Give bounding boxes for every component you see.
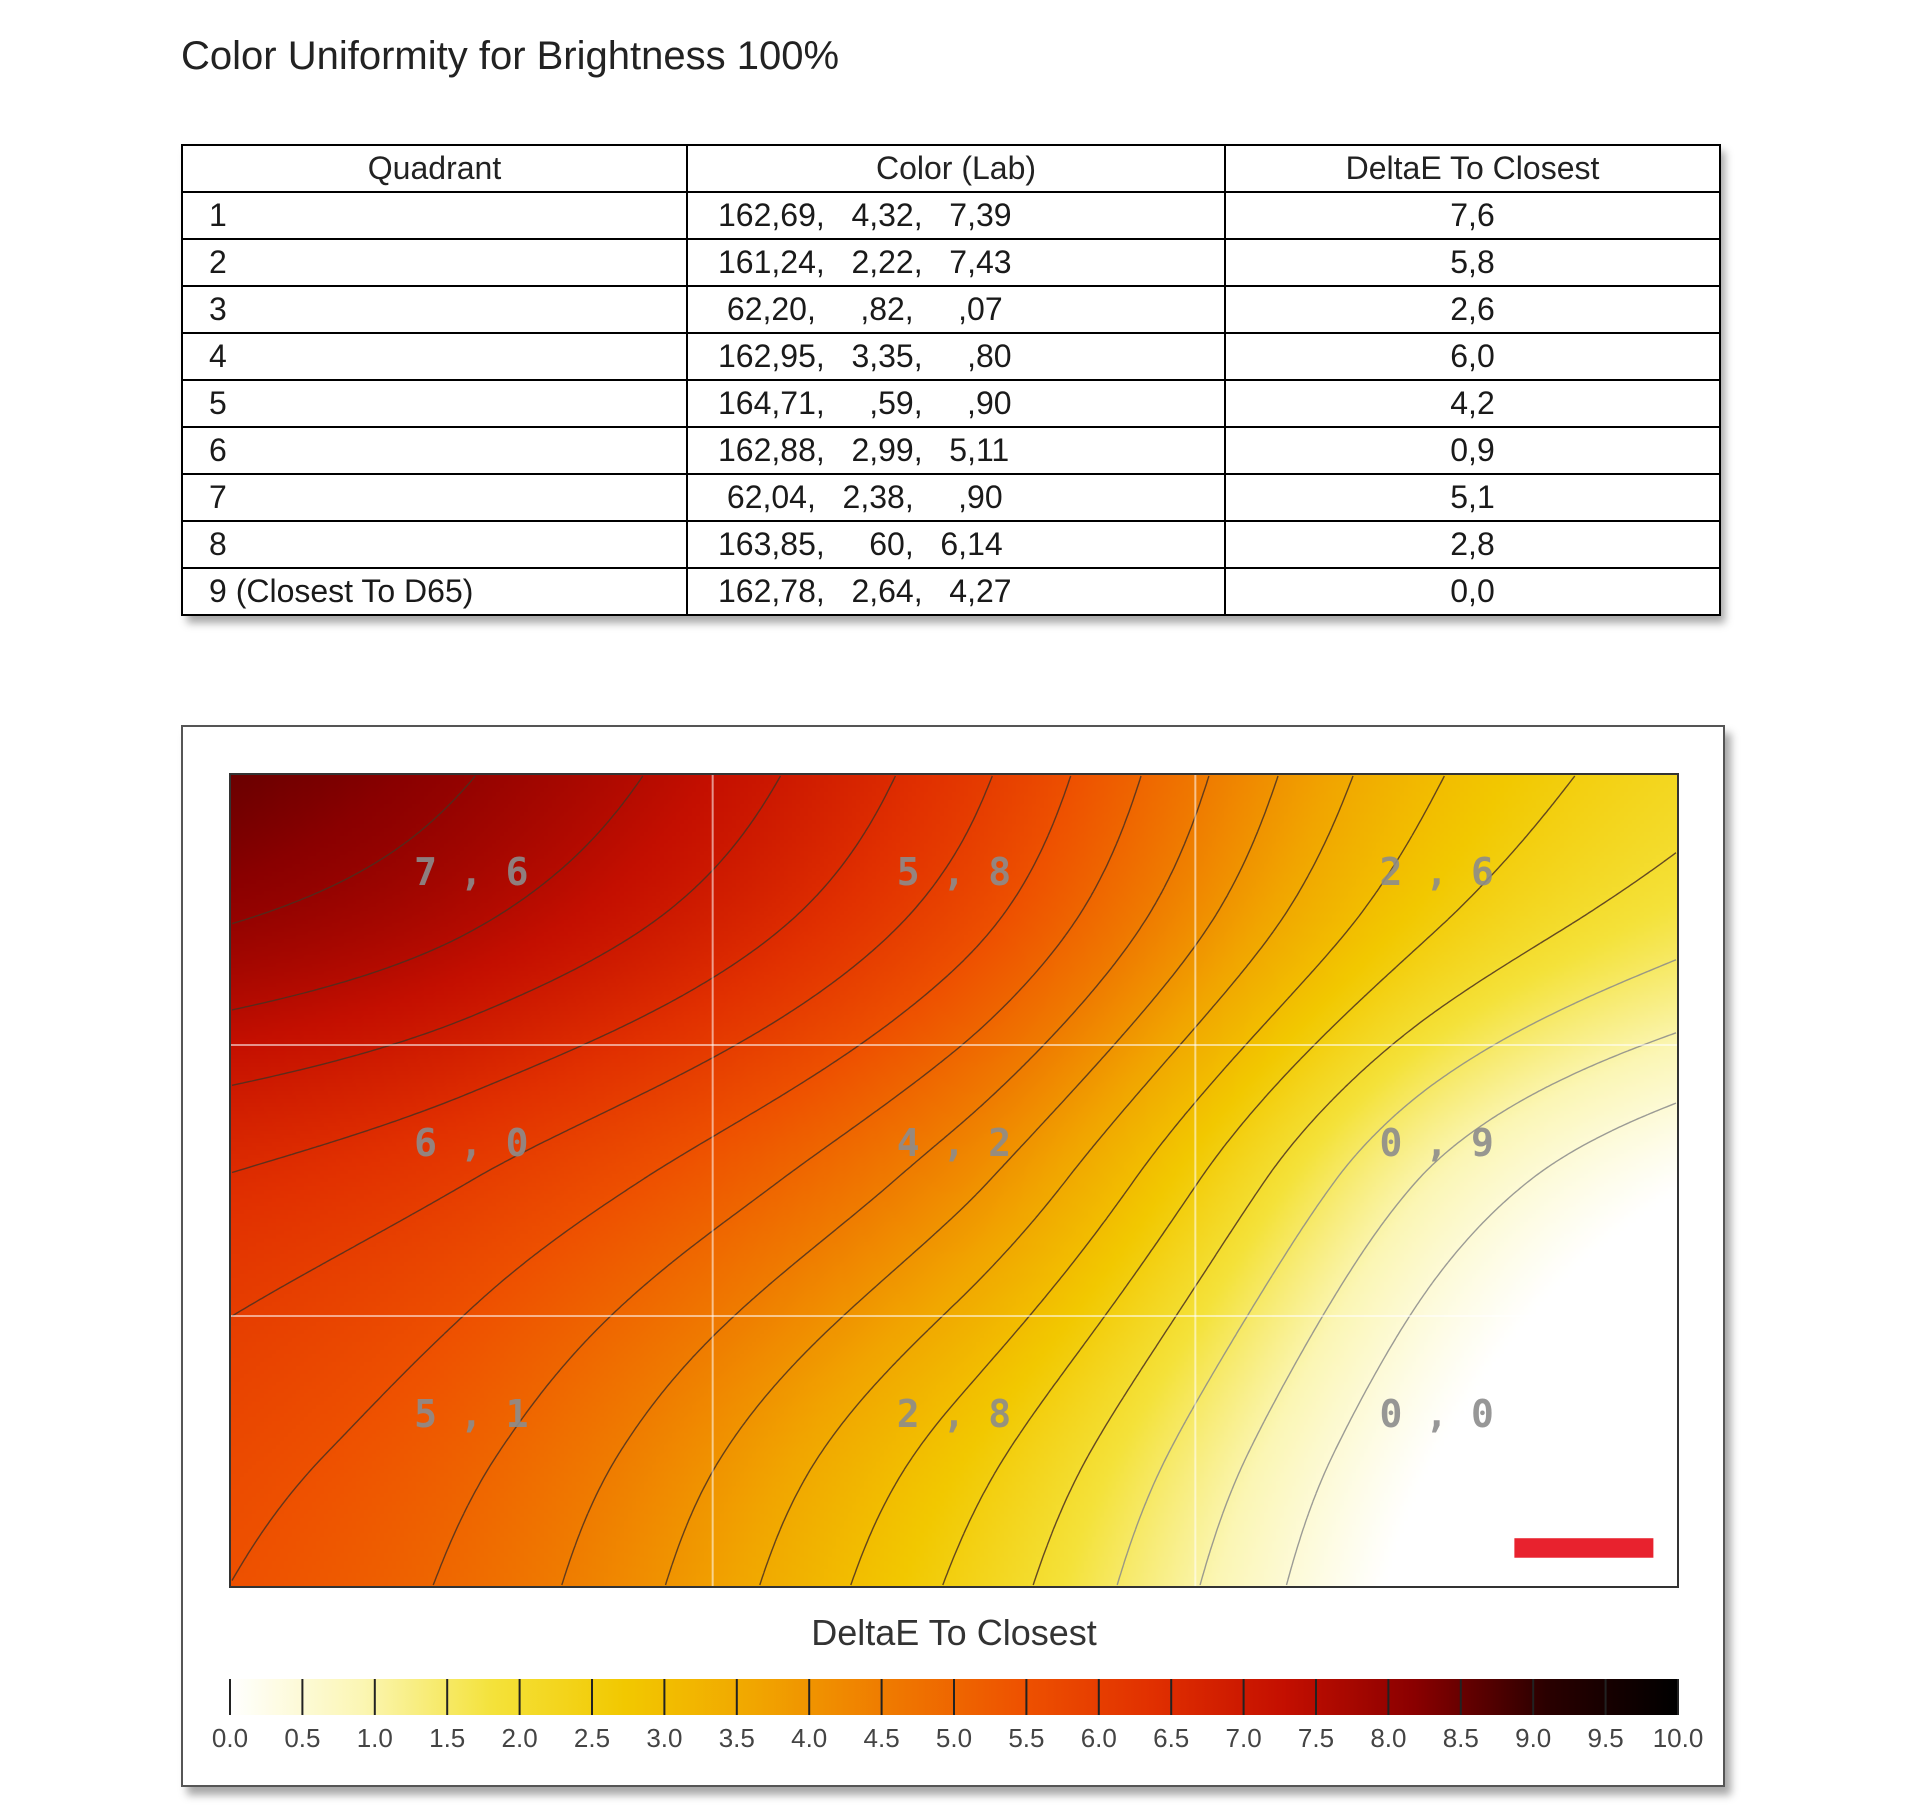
colorbar-tick-label: 9.5 — [1588, 1723, 1624, 1753]
lab-cell: 162,78, 2,64, 4,27 — [686, 567, 1226, 616]
deltae-cell: 6,0 — [1224, 332, 1721, 381]
colorbar-tick-label: 5.5 — [1008, 1723, 1044, 1753]
contour-line — [1032, 852, 1677, 1586]
colorbar-tick-label: 4.0 — [791, 1723, 827, 1753]
grid-lines — [230, 774, 1678, 1587]
colorbar-tick-label: 2.5 — [574, 1723, 610, 1753]
table-row: 2 161,24, 2,22, 7,43 5,8 — [181, 238, 1721, 287]
colorbar-tick-label: 7.5 — [1298, 1723, 1334, 1753]
contour-line — [1199, 1032, 1677, 1586]
contour-line — [231, 775, 1072, 1581]
red-marker — [1514, 1538, 1654, 1558]
table-row: 4 162,95, 3,35, ,80 6,0 — [181, 332, 1721, 381]
plot-border — [229, 773, 1679, 1588]
column-header-color-lab: Color (Lab) — [686, 144, 1226, 193]
colorbar-tick-label: 7.0 — [1226, 1723, 1262, 1753]
contour-line — [231, 775, 782, 1086]
colorbar-tick-label: 0.0 — [212, 1723, 248, 1753]
table-row: 7 62,04, 2,38, ,90 5,1 — [181, 473, 1721, 522]
page-title: Color Uniformity for Brightness 100% — [181, 34, 840, 78]
cell-value-label: 2 , 8 — [897, 1392, 1011, 1436]
lab-cell: 162,88, 2,99, 5,11 — [686, 426, 1226, 475]
colorbar-tick-label: 3.0 — [646, 1723, 682, 1753]
colorbar-tick-label: 2.0 — [502, 1723, 538, 1753]
colorbar-tick-label: 9.0 — [1515, 1723, 1551, 1753]
colorbar-tick-label: 1.0 — [357, 1723, 393, 1753]
colorbar-tick-label: 6.5 — [1153, 1723, 1189, 1753]
deltae-cell: 5,8 — [1224, 238, 1721, 287]
colorbar-tick-label: 3.5 — [719, 1723, 755, 1753]
quadrant-cell: 1 — [181, 191, 688, 240]
column-header-deltae: DeltaE To Closest — [1224, 144, 1721, 193]
contour-line — [231, 775, 897, 1174]
quadrant-cell: 2 — [181, 238, 688, 287]
uniformity-table: Quadrant Color (Lab) DeltaE To Closest 1… — [181, 144, 1721, 616]
uniformity-table-wrap: Quadrant Color (Lab) DeltaE To Closest 1… — [181, 144, 1721, 616]
column-header-quadrant: Quadrant — [181, 144, 688, 193]
deltae-cell: 2,8 — [1224, 520, 1721, 569]
colorbar-tick-label: 8.5 — [1443, 1723, 1479, 1753]
lab-cell: 162,95, 3,35, ,80 — [686, 332, 1226, 381]
table-row: 9 (Closest To D65) 162,78, 2,64, 4,27 0,0 — [181, 567, 1721, 616]
colorbar-tick-label: 4.5 — [864, 1723, 900, 1753]
deltae-cell: 0,0 — [1224, 567, 1721, 616]
heatmap-surface — [230, 774, 1678, 1587]
table-row: 1 162,69, 4,32, 7,39 7,6 — [181, 191, 1721, 240]
lab-cell: 163,85, 60, 6,14 — [686, 520, 1226, 569]
lab-cell: 62,04, 2,38, ,90 — [686, 473, 1226, 522]
colorbar-tick-label: 6.0 — [1081, 1723, 1117, 1753]
heatmap-chart-box: 7 , 6 5 , 8 2 , 6 6 , 0 4 , 2 0 , 9 5 , 1 2 , 8… — [181, 725, 1725, 1787]
cell-value-label: 6 , 0 — [414, 1121, 528, 1165]
contour-line — [561, 775, 1210, 1586]
cell-value-label: 5 , 1 — [414, 1392, 528, 1436]
contour-line — [850, 775, 1445, 1586]
table-header-row: Quadrant Color (Lab) DeltaE To Closest — [181, 144, 1721, 193]
table-row: 3 62,20, ,82, ,07 2,6 — [181, 285, 1721, 334]
colorbar-tick-label: 1.5 — [429, 1723, 465, 1753]
colorbar-tick-label: 10.0 — [1653, 1723, 1704, 1753]
contour-line — [432, 775, 1142, 1586]
cell-value-label: 2 , 6 — [1379, 850, 1493, 894]
colorbar-tick-label: 8.0 — [1370, 1723, 1406, 1753]
quadrant-cell: 7 — [181, 473, 688, 522]
quadrant-cell: 8 — [181, 520, 688, 569]
quadrant-cell: 9 (Closest To D65) — [181, 567, 688, 616]
contour-lines — [231, 775, 1677, 1586]
contour-line — [231, 775, 993, 1317]
cell-value-label: 7 , 6 — [414, 850, 528, 894]
colorbar-tick-label: 5.0 — [936, 1723, 972, 1753]
contour-line — [942, 775, 1576, 1586]
colorbar-label: DeltaE To Closest — [811, 1612, 1096, 1653]
table-row: 8 163,85, 60, 6,14 2,8 — [181, 520, 1721, 569]
quadrant-cell: 3 — [181, 285, 688, 334]
cell-value-label: 0 , 9 — [1379, 1121, 1493, 1165]
lab-cell: 164,71, ,59, ,90 — [686, 379, 1226, 428]
quadrant-cell: 6 — [181, 426, 688, 475]
deltae-cell: 2,6 — [1224, 285, 1721, 334]
contour-line — [759, 775, 1354, 1586]
contour-line — [231, 775, 476, 925]
table-row: 5 164,71, ,59, ,90 4,2 — [181, 379, 1721, 428]
lab-cell: 62,20, ,82, ,07 — [686, 285, 1226, 334]
deltae-cell: 4,2 — [1224, 379, 1721, 428]
heatmap-chart: 7 , 6 5 , 8 2 , 6 6 , 0 4 , 2 0 , 9 5 , 1 2 , 8… — [212, 773, 1704, 1753]
quadrant-cell: 5 — [181, 379, 688, 428]
contour-line — [1285, 1102, 1677, 1586]
deltae-cell: 7,6 — [1224, 191, 1721, 240]
cell-value-label: 0 , 0 — [1379, 1392, 1493, 1436]
quadrant-cell: 4 — [181, 332, 688, 381]
lab-cell: 162,69, 4,32, 7,39 — [686, 191, 1226, 240]
colorbar-tick-label: 0.5 — [284, 1723, 320, 1753]
deltae-cell: 5,1 — [1224, 473, 1721, 522]
table-row: 6 162,88, 2,99, 5,11 0,9 — [181, 426, 1721, 475]
lab-cell: 161,24, 2,22, 7,43 — [686, 238, 1226, 287]
cell-value-label: 4 , 2 — [897, 1121, 1011, 1165]
deltae-cell: 0,9 — [1224, 426, 1721, 475]
contour-line — [231, 775, 644, 1011]
cell-value-label: 5 , 8 — [897, 850, 1011, 894]
